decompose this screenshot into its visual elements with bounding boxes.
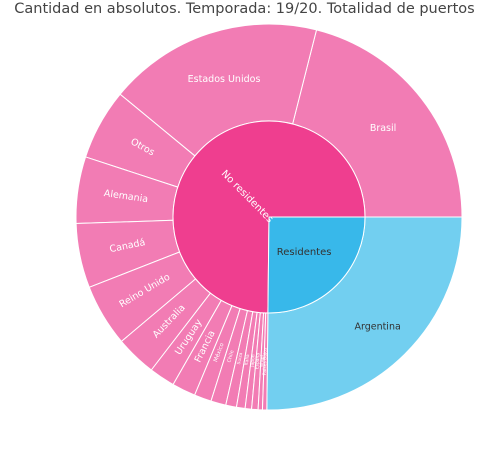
label-italia: Italia — [244, 354, 252, 366]
label-paises-bajos: Países Bajos — [261, 347, 269, 375]
label-estados-unidos: Estados Unidos — [188, 74, 261, 85]
label-suiza: Suiza — [236, 352, 244, 365]
label-japon: Japón — [248, 354, 256, 368]
segment-no-residentes[interactable] — [172, 120, 366, 314]
segment-residentes[interactable] — [267, 216, 366, 314]
label-espana: España — [254, 352, 261, 369]
label-brasil: Brasil — [370, 123, 396, 134]
label-chile: Chile — [227, 350, 236, 364]
label-residentes: Residentes — [277, 247, 332, 258]
label-argentina: Argentina — [354, 321, 400, 332]
chart-title: Cantidad en absolutos. Temporada: 19/20.… — [14, 1, 475, 17]
label-israel: Israel — [259, 355, 266, 368]
